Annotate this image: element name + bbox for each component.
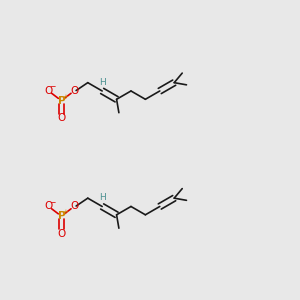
Text: O: O bbox=[57, 229, 65, 239]
Text: −: − bbox=[50, 82, 56, 91]
Text: O: O bbox=[70, 85, 78, 95]
Text: P: P bbox=[58, 211, 65, 221]
Text: O: O bbox=[57, 113, 65, 123]
Text: O: O bbox=[70, 201, 78, 211]
Text: +: + bbox=[62, 94, 68, 100]
Text: O: O bbox=[44, 85, 52, 95]
Text: O: O bbox=[44, 201, 52, 211]
Text: H: H bbox=[99, 193, 106, 202]
Text: P: P bbox=[58, 96, 65, 106]
Text: −: − bbox=[50, 198, 56, 207]
Text: +: + bbox=[62, 209, 68, 215]
Text: H: H bbox=[99, 78, 106, 87]
